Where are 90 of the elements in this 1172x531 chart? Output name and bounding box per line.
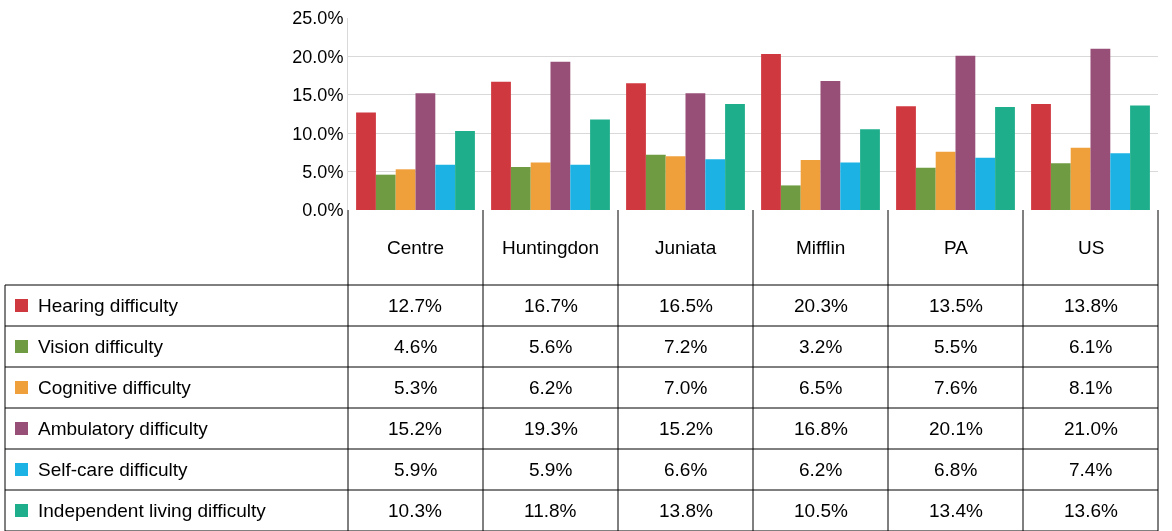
data-label: 16.7% — [524, 295, 578, 316]
y-tick-label: 25.0% — [292, 8, 344, 29]
data-label: 19.3% — [524, 418, 578, 439]
data-label: 3.2% — [799, 336, 843, 357]
data-label: 7.4% — [1069, 459, 1113, 480]
legend-label: Ambulatory difficulty — [38, 418, 209, 439]
x-tick-label: Mifflin — [796, 237, 846, 258]
bar — [590, 119, 610, 210]
data-label: 15.2% — [388, 418, 442, 439]
data-label: 5.5% — [934, 336, 978, 357]
bar — [665, 156, 686, 210]
data-label: 20.1% — [929, 418, 983, 439]
bar — [1050, 163, 1071, 210]
legend-label: Cognitive difficulty — [38, 377, 192, 398]
bar — [685, 93, 706, 210]
bar — [725, 104, 745, 210]
data-label: 6.2% — [529, 377, 573, 398]
data-label: 5.3% — [394, 377, 438, 398]
data-label: 12.7% — [388, 295, 442, 316]
bar — [550, 61, 571, 210]
bar — [955, 55, 976, 210]
bar — [915, 167, 936, 210]
data-label: 6.6% — [664, 459, 708, 480]
legend-label: Vision difficulty — [38, 336, 164, 357]
bar — [860, 129, 880, 210]
legend-label: Self-care difficulty — [38, 459, 189, 480]
bar — [935, 151, 956, 210]
data-label: 13.8% — [659, 500, 713, 521]
data-label: 6.2% — [799, 459, 843, 480]
bar — [975, 157, 996, 210]
data-label: 10.5% — [794, 500, 848, 521]
data-label: 6.8% — [934, 459, 978, 480]
bar — [761, 54, 781, 210]
bar — [896, 106, 916, 210]
x-tick-label: Centre — [387, 237, 445, 258]
bar — [1110, 153, 1131, 210]
bar — [435, 164, 456, 210]
x-tick-label: PA — [944, 237, 969, 258]
bar — [530, 162, 551, 210]
bar — [455, 130, 475, 210]
data-label: 13.6% — [1064, 500, 1118, 521]
bar — [570, 164, 591, 210]
bar — [1070, 147, 1091, 210]
bar — [995, 107, 1015, 210]
bar — [780, 185, 801, 210]
y-tick-label: 15.0% — [292, 85, 344, 106]
y-tick-label: 0.0% — [302, 200, 344, 221]
data-label: 13.4% — [929, 500, 983, 521]
bar — [705, 159, 726, 210]
x-tick-label: Huntingdon — [502, 237, 600, 258]
x-tick-label: US — [1078, 237, 1105, 258]
bar — [1130, 105, 1150, 210]
bar — [395, 169, 416, 210]
bar — [840, 162, 861, 210]
data-label: 7.2% — [664, 336, 708, 357]
bar — [356, 112, 376, 210]
data-label: 10.3% — [388, 500, 442, 521]
bar — [1031, 104, 1051, 210]
data-label: 5.9% — [529, 459, 573, 480]
bar — [415, 93, 436, 210]
data-label: 20.3% — [794, 295, 848, 316]
data-label: 15.2% — [659, 418, 713, 439]
data-label: 6.1% — [1069, 336, 1113, 357]
bar — [645, 154, 666, 210]
data-label: 8.1% — [1069, 377, 1113, 398]
legend-label: Independent living difficulty — [38, 500, 267, 521]
data-label: 11.8% — [524, 500, 577, 521]
bar — [491, 81, 511, 210]
bar — [1090, 48, 1111, 210]
data-label: 16.8% — [794, 418, 848, 439]
bar — [800, 160, 821, 210]
data-label: 16.5% — [659, 295, 713, 316]
y-tick-label: 10.0% — [292, 123, 344, 144]
data-label: 13.5% — [929, 295, 983, 316]
data-label: 7.0% — [664, 377, 708, 398]
x-tick-label: Juniata — [655, 237, 717, 258]
data-label: 13.8% — [1064, 295, 1118, 316]
legend-label: Hearing difficulty — [38, 295, 179, 316]
bar — [375, 174, 396, 210]
data-label: 6.5% — [799, 377, 843, 398]
bar — [510, 166, 531, 210]
data-label: 5.9% — [394, 459, 438, 480]
bar — [820, 80, 841, 210]
data-label: 4.6% — [394, 336, 438, 357]
y-tick-label: 5.0% — [302, 161, 344, 182]
data-label: 7.6% — [934, 377, 978, 398]
data-label: 21.0% — [1064, 418, 1118, 439]
y-tick-label: 20.0% — [292, 46, 344, 67]
bar — [626, 83, 646, 210]
data-label: 5.6% — [529, 336, 573, 357]
